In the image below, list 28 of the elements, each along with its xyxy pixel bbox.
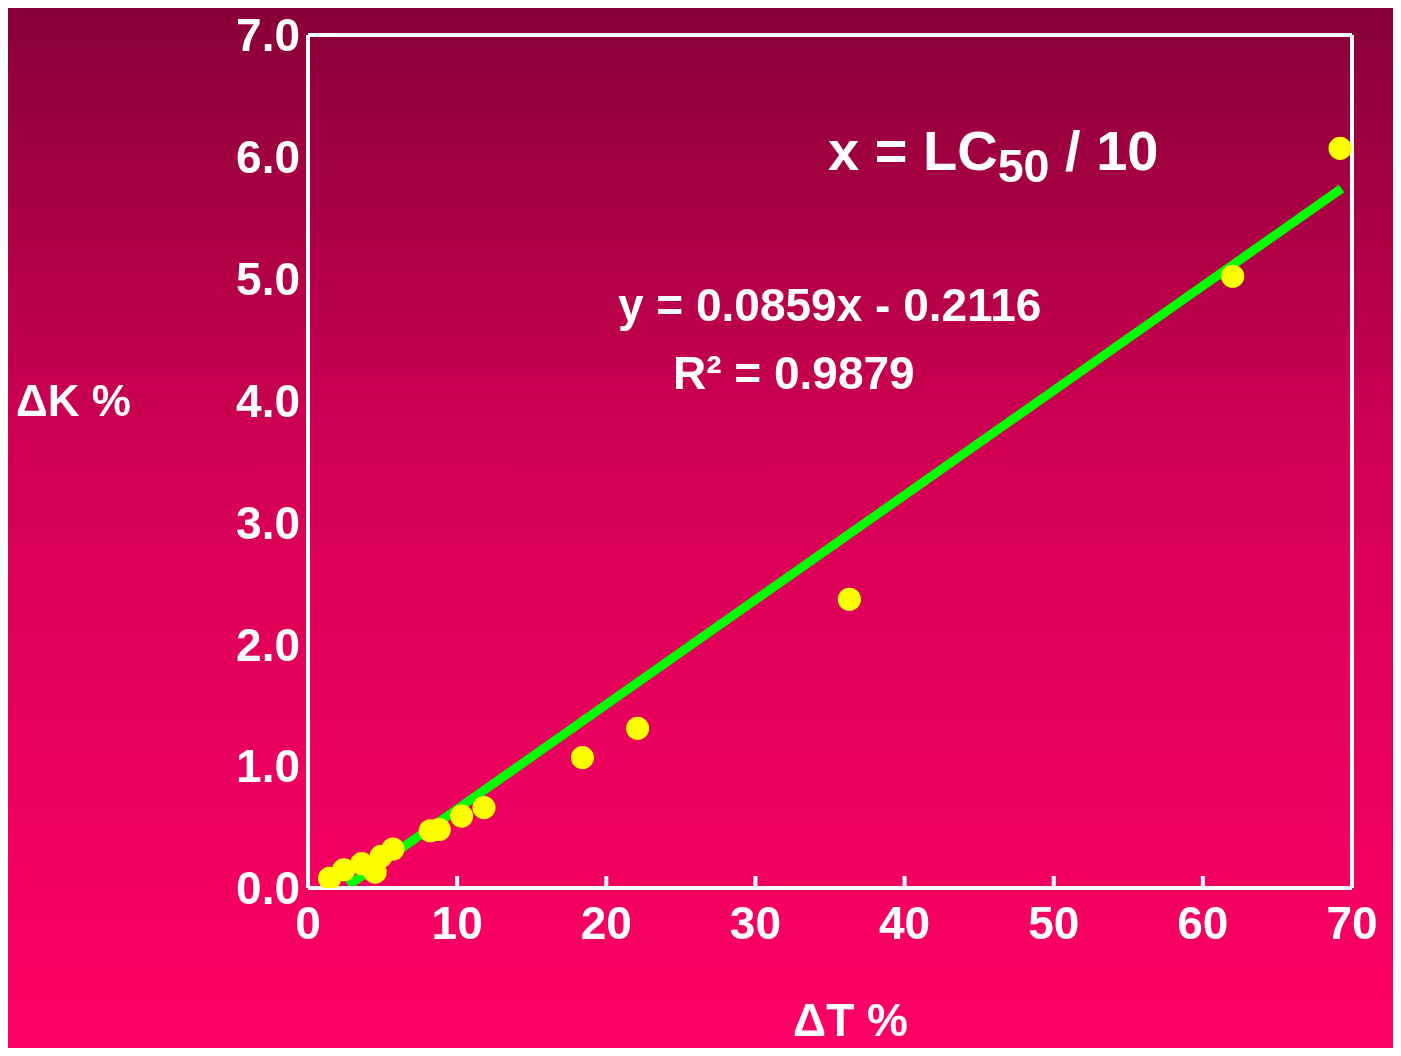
- point: [450, 804, 474, 828]
- point: [381, 837, 405, 861]
- point: [837, 587, 861, 611]
- point: [472, 796, 496, 820]
- x-axis-title: ΔT %: [792, 993, 909, 1047]
- x-tick-label: 40: [878, 896, 931, 949]
- x-tick-label: 50: [1028, 896, 1080, 949]
- point: [332, 858, 356, 882]
- annotation: x = LC$_{50}$ / 10: [828, 118, 1159, 194]
- point: [570, 746, 594, 770]
- point: [1328, 136, 1352, 160]
- x-tick-label: 20: [580, 896, 632, 949]
- y-tick-label: 7.0: [236, 9, 300, 62]
- y-tick-label: 1.0: [236, 740, 300, 793]
- x-tick-label: 70: [1326, 896, 1378, 949]
- y-axis-title: ΔK %: [16, 376, 131, 426]
- x-tick-label: 10: [431, 896, 483, 949]
- annotation: R² = 0.9879: [673, 346, 915, 400]
- y-tick-label: 5.0: [236, 253, 300, 306]
- y-tick-label: 2.0: [236, 618, 300, 671]
- point: [626, 716, 650, 740]
- y-tick-label: 3.0: [236, 496, 300, 549]
- x-tick-label: 60: [1177, 896, 1229, 949]
- x-tick-label: 30: [729, 896, 782, 949]
- y-tick-label: 4.0: [236, 374, 300, 427]
- annotation: y = 0.0859x - 0.2116: [618, 278, 1042, 332]
- point: [1221, 264, 1245, 288]
- y-tick-label: 6.0: [236, 131, 300, 184]
